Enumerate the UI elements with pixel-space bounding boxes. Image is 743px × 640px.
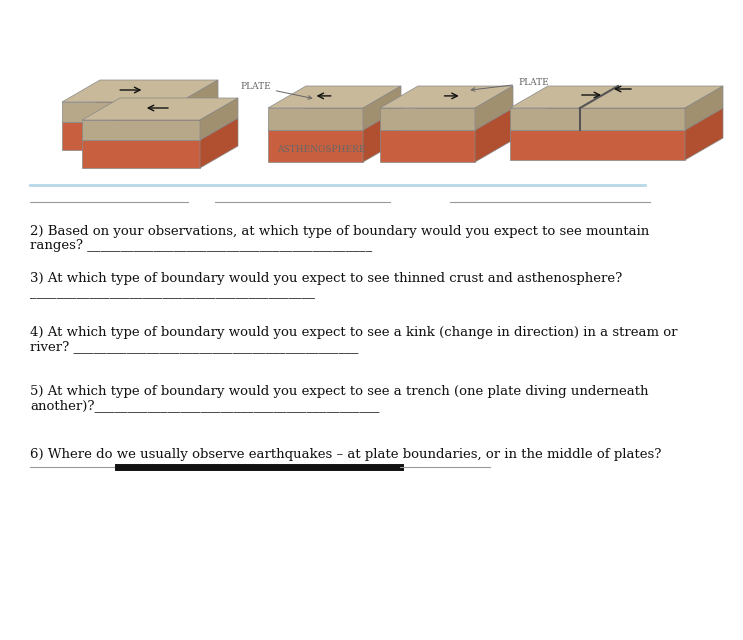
Text: 5) At which type of boundary would you expect to see a trench (one plate diving : 5) At which type of boundary would you e… <box>30 385 649 398</box>
Polygon shape <box>685 108 723 160</box>
Polygon shape <box>200 118 238 168</box>
Polygon shape <box>62 80 218 102</box>
Polygon shape <box>685 86 723 130</box>
Polygon shape <box>82 120 200 140</box>
Polygon shape <box>62 100 218 122</box>
Polygon shape <box>268 130 363 162</box>
Text: PLATE: PLATE <box>471 78 549 92</box>
Polygon shape <box>62 122 180 150</box>
Text: PLATE: PLATE <box>240 82 312 99</box>
Polygon shape <box>363 108 401 162</box>
Polygon shape <box>475 108 513 162</box>
Polygon shape <box>268 108 401 130</box>
Polygon shape <box>510 108 685 130</box>
Polygon shape <box>268 108 363 130</box>
Polygon shape <box>510 108 723 130</box>
Polygon shape <box>62 102 180 122</box>
Text: another)?___________________________________________: another)?_______________________________… <box>30 399 380 412</box>
Polygon shape <box>82 98 238 120</box>
Polygon shape <box>180 80 218 122</box>
Text: 3) At which type of boundary would you expect to see thinned crust and asthenosp: 3) At which type of boundary would you e… <box>30 272 622 285</box>
Polygon shape <box>380 108 513 130</box>
Polygon shape <box>82 118 238 140</box>
Polygon shape <box>82 140 200 168</box>
Polygon shape <box>268 86 401 108</box>
Text: 2) Based on your observations, at which type of boundary would you expect to see: 2) Based on your observations, at which … <box>30 225 649 238</box>
Text: ___________________________________________: ________________________________________… <box>30 286 315 299</box>
Polygon shape <box>380 108 475 130</box>
Polygon shape <box>200 98 238 140</box>
Polygon shape <box>475 86 513 130</box>
Polygon shape <box>380 86 513 108</box>
Text: ASTHENOSPHERE: ASTHENOSPHERE <box>277 145 366 154</box>
Text: 6) Where do we usually observe earthquakes – at plate boundaries, or in the midd: 6) Where do we usually observe earthquak… <box>30 448 661 461</box>
Polygon shape <box>363 86 401 130</box>
Text: ranges? ___________________________________________: ranges? ________________________________… <box>30 239 372 252</box>
Text: river? ___________________________________________: river? _________________________________… <box>30 340 358 353</box>
Polygon shape <box>380 130 475 162</box>
Polygon shape <box>510 130 685 160</box>
Text: 4) At which type of boundary would you expect to see a kink (change in direction: 4) At which type of boundary would you e… <box>30 326 678 339</box>
Polygon shape <box>180 100 218 150</box>
Polygon shape <box>510 86 723 108</box>
